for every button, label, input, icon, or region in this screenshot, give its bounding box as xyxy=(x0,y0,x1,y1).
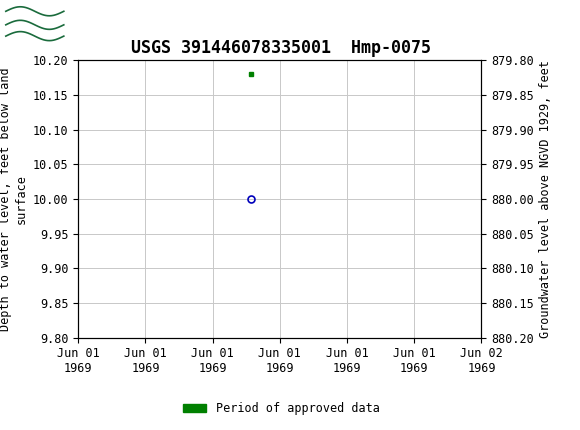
Legend: Period of approved data: Period of approved data xyxy=(178,397,385,420)
Y-axis label: Groundwater level above NGVD 1929, feet: Groundwater level above NGVD 1929, feet xyxy=(539,60,552,338)
Y-axis label: Depth to water level, feet below land
surface: Depth to water level, feet below land su… xyxy=(0,67,27,331)
Text: USGS: USGS xyxy=(75,12,144,33)
Text: USGS 391446078335001  Hmp-0075: USGS 391446078335001 Hmp-0075 xyxy=(131,39,432,57)
Bar xyxy=(3,2,67,43)
